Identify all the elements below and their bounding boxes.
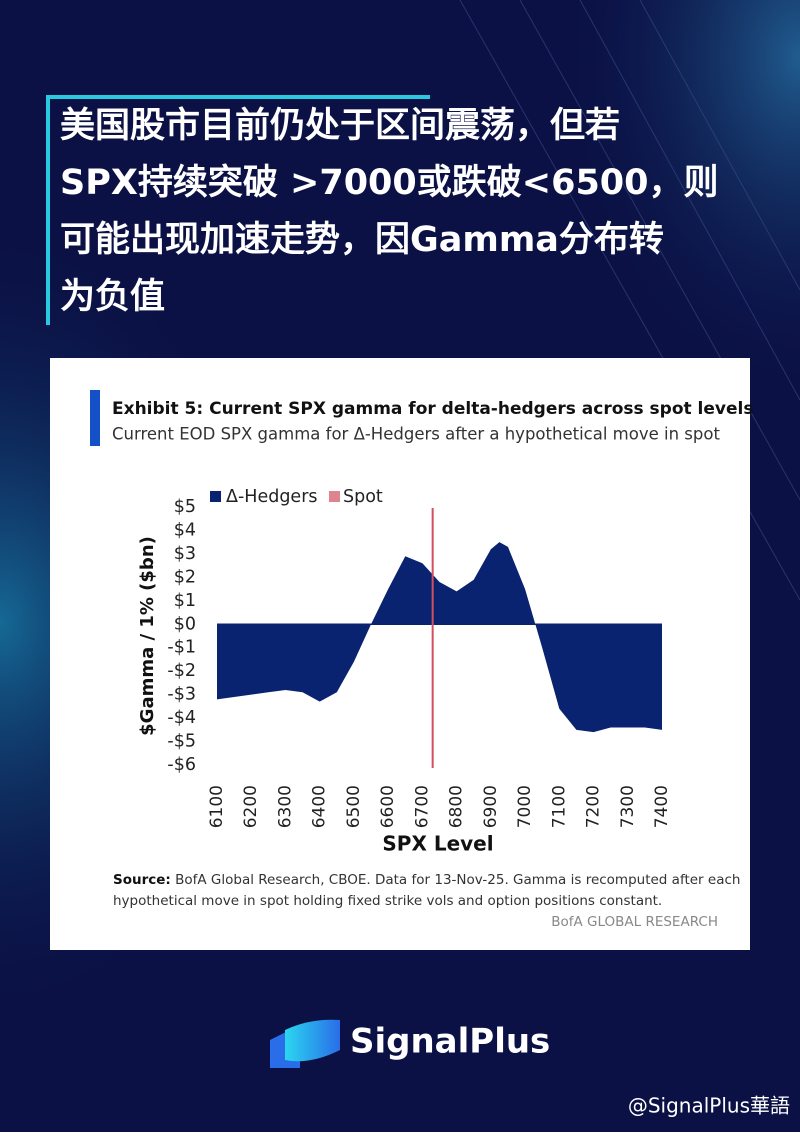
chart-title: Exhibit 5: Current SPX gamma for delta-h… xyxy=(112,399,753,419)
y-axis-title: $Gamma / 1% ($bn) xyxy=(137,536,158,736)
x-tick-label: 7200 xyxy=(584,785,604,828)
headline: 美国股市目前仍处于区间震荡，但若 SPX持续突破 >7000或跌破<6500，则可… xyxy=(60,106,719,317)
legend-label: Spot xyxy=(343,487,383,507)
x-tick-label: 6600 xyxy=(378,785,398,828)
x-tick-label: 7100 xyxy=(549,785,569,828)
y-tick-label: $0 xyxy=(174,614,196,634)
y-tick-label: $1 xyxy=(174,591,196,611)
x-tick-label: 7400 xyxy=(652,785,672,828)
x-tick-label: 7300 xyxy=(618,785,638,828)
y-tick-label: $3 xyxy=(174,544,196,564)
plot: -$6 -$5 -$4 -$3 -$2 -$1 $0 $1 $2 $3 $4 $5 6100 6200 63… xyxy=(167,487,672,828)
legend-label: Δ-Hedgers xyxy=(226,487,318,507)
area xyxy=(217,542,662,733)
headline-line: 可能出现加速走势，因Gamma分布转 xyxy=(60,220,664,260)
x-tick-label: 6900 xyxy=(481,785,501,828)
chart-subtitle: Current EOD SPX gamma for Δ-Hedgers afte… xyxy=(112,425,720,444)
x-axis-title: SPX Level xyxy=(382,832,493,856)
y-tick-label: -$4 xyxy=(167,708,196,728)
watermark: @SignalPlus華語 xyxy=(628,1094,790,1118)
y-tick-label: -$2 xyxy=(167,661,196,681)
x-tick-label: 6200 xyxy=(241,785,261,828)
headline-line: 为负值 xyxy=(60,277,165,317)
legend-swatch xyxy=(210,491,221,502)
x-tick-label: 6500 xyxy=(344,785,364,828)
y-tick-label: -$5 xyxy=(167,732,196,752)
credit: BofA GLOBAL RESEARCH xyxy=(551,914,718,930)
y-tick-label: $4 xyxy=(174,520,196,540)
title-bar xyxy=(90,390,100,446)
source-text: BofA Global Research, CBOE. Data for 13-… xyxy=(175,872,740,888)
x-tick-label: 6700 xyxy=(412,785,432,828)
headline-line: SPX持续突破 >7000或跌破<6500，则 xyxy=(60,163,719,203)
x-tick-label: 6300 xyxy=(275,785,295,828)
y-tick-label: -$3 xyxy=(167,685,196,705)
y-tick-label: $2 xyxy=(174,567,196,587)
x-tick-label: 6400 xyxy=(310,785,330,828)
headline-frame xyxy=(46,95,430,325)
x-tick-label: 6800 xyxy=(447,785,467,828)
y-tick-label: -$1 xyxy=(167,638,196,658)
headline-line: 美国股市目前仍处于区间震荡，但若 xyxy=(60,106,620,146)
source-label: Source: xyxy=(113,872,171,888)
y-tick-label: $5 xyxy=(174,497,196,517)
x-tick-label: 7000 xyxy=(515,785,535,828)
source: Source: BofA Global Research, CBOE. Data… xyxy=(113,872,740,888)
brand-logo xyxy=(270,1019,340,1068)
legend-swatch xyxy=(329,491,340,502)
source-text: hypothetical move in spot holding fixed … xyxy=(113,893,662,909)
y-tick-label: -$6 xyxy=(167,755,196,775)
brand: SignalPlus xyxy=(350,1022,550,1062)
x-tick-label: 6100 xyxy=(207,785,227,828)
